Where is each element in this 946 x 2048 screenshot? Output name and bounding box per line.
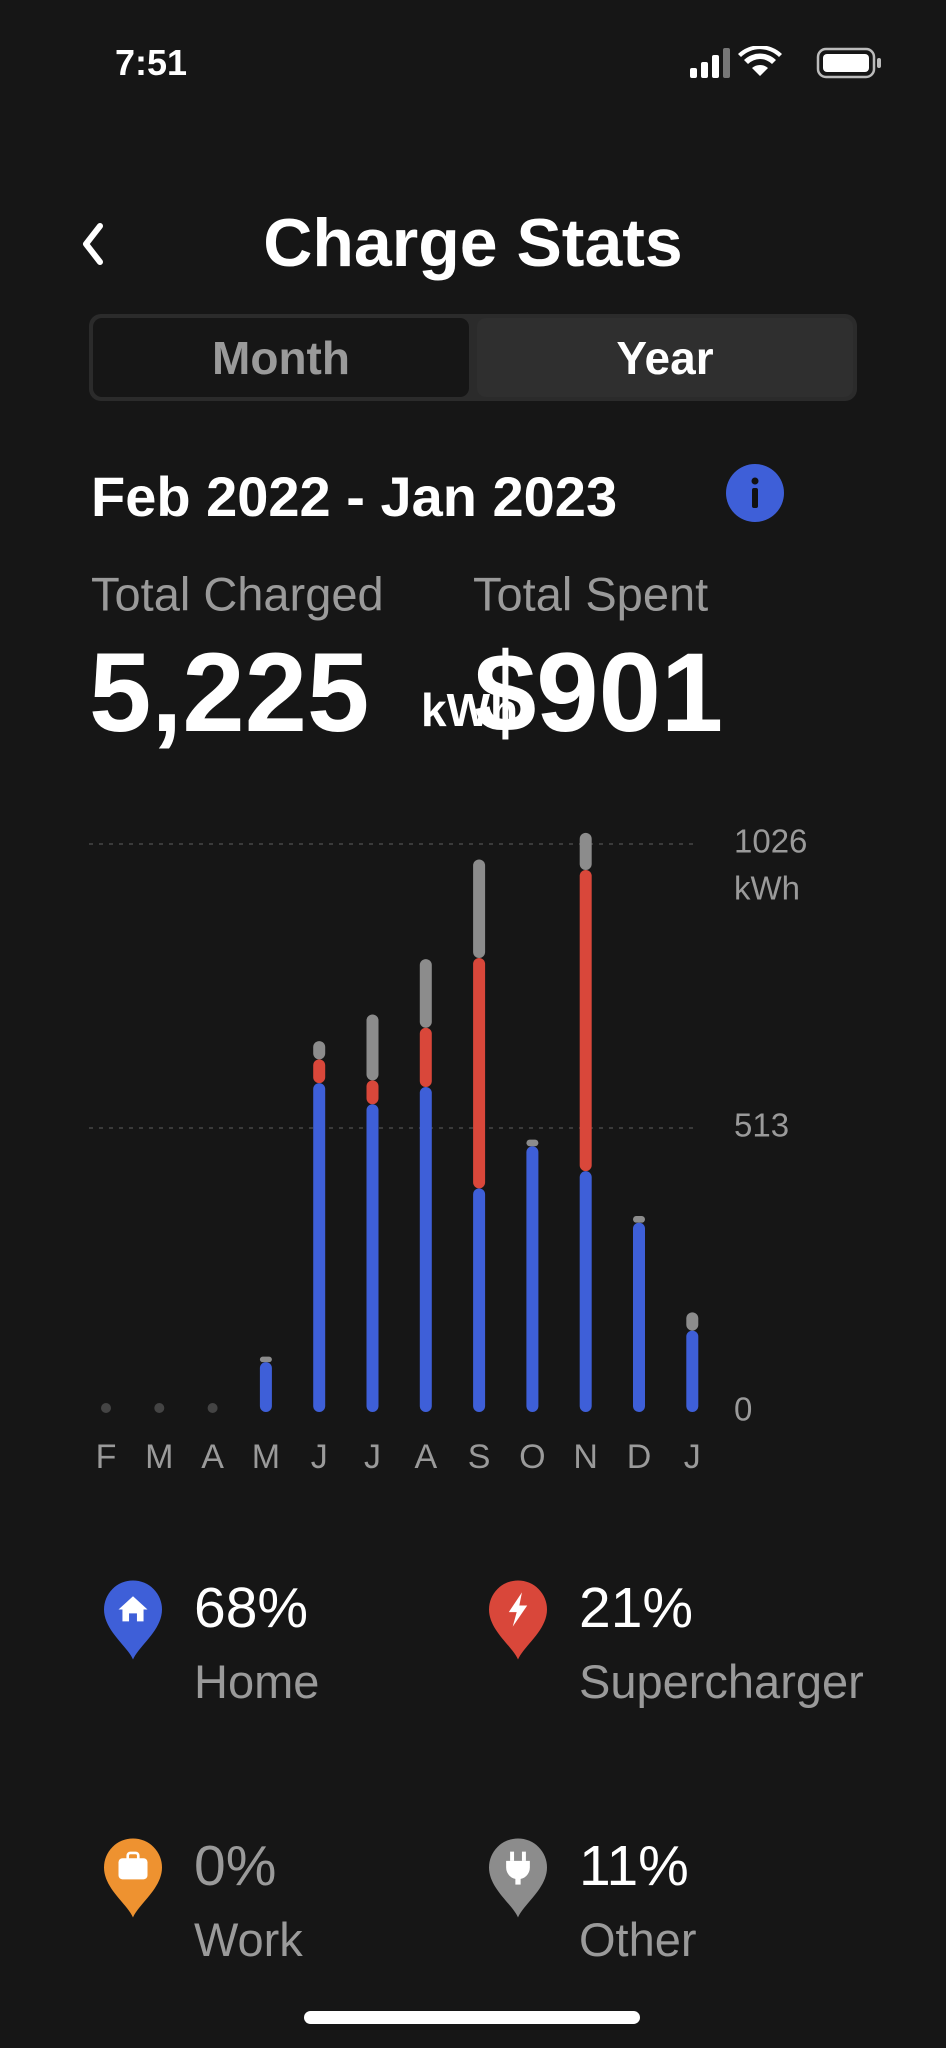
tab[interactable]: Month	[93, 318, 469, 397]
legend-name: Work	[194, 1913, 303, 1966]
legend-pin	[489, 1838, 547, 1918]
bar-segment	[313, 1059, 326, 1084]
x-tick-label: F	[96, 1438, 117, 1476]
tab[interactable]: Year	[477, 318, 853, 397]
bar-segment	[419, 1027, 432, 1088]
bar-segment	[259, 1356, 272, 1363]
bar-segment	[366, 1104, 379, 1412]
bar-segment	[633, 1216, 645, 1223]
legend-pin	[104, 1580, 162, 1660]
total-charged-label: Total Charged	[91, 567, 384, 621]
x-tick-label: A	[414, 1438, 437, 1476]
y-axis-unit: kWh	[734, 870, 800, 907]
bar-segment	[633, 1222, 645, 1412]
x-tick-label: D	[627, 1438, 652, 1476]
x-tick-label: J	[311, 1438, 328, 1476]
empty-dot	[207, 1403, 218, 1413]
pin-shape	[104, 1580, 162, 1660]
x-tick-label: S	[468, 1438, 491, 1476]
x-tick-label: J	[684, 1438, 701, 1476]
x-tick-label: M	[252, 1438, 280, 1476]
legend-pin	[489, 1580, 547, 1660]
legend-percent: 11%	[579, 1834, 689, 1898]
bar-segment	[313, 1041, 326, 1060]
legend-name: Home	[194, 1655, 320, 1708]
home-indicator	[304, 2011, 640, 2024]
legend-pin	[104, 1838, 162, 1918]
status-time: 7:51	[115, 42, 188, 83]
x-tick-label: M	[145, 1438, 173, 1476]
bar-segment	[313, 1083, 326, 1412]
bar-segment	[366, 1014, 379, 1081]
bar-segment	[419, 1087, 432, 1412]
period-tabs: Month Year	[89, 314, 857, 401]
bar-segment	[473, 1188, 486, 1412]
status-icons	[690, 46, 881, 79]
x-tick-label: J	[364, 1438, 381, 1476]
y-tick-label: 1026	[734, 823, 807, 860]
x-tick-label: O	[519, 1438, 545, 1476]
legend-name: Other	[579, 1913, 697, 1966]
legend-percent: 68%	[194, 1576, 309, 1640]
bar-segment	[259, 1362, 272, 1412]
bar-segment	[579, 1171, 592, 1412]
page-title: Charge Stats	[263, 205, 683, 281]
bar-segment	[419, 959, 432, 1028]
empty-dot	[101, 1403, 111, 1413]
bar-segment	[686, 1312, 699, 1331]
bar-segment	[473, 859, 486, 959]
total-spent-label: Total Spent	[473, 567, 709, 621]
total-spent-value: $901	[474, 630, 724, 755]
bar-segment	[473, 958, 486, 1189]
info-button[interactable]	[726, 464, 784, 522]
bar-segment	[579, 870, 592, 1172]
legend-name: Supercharger	[579, 1655, 864, 1708]
bar-segment	[579, 832, 592, 871]
pin-shape	[489, 1580, 547, 1660]
bar-segment	[526, 1139, 539, 1147]
legend-percent: 21%	[579, 1576, 694, 1640]
y-tick-label: 0	[734, 1391, 752, 1428]
back-button[interactable]	[78, 222, 108, 266]
period-range: Feb 2022 - Jan 2023	[91, 465, 618, 528]
bar-segment	[686, 1330, 699, 1412]
y-tick-label: 513	[734, 1107, 789, 1144]
legend-percent: 0%	[194, 1834, 277, 1898]
bar-segment	[526, 1146, 539, 1412]
x-tick-label: A	[201, 1438, 224, 1476]
empty-dot	[154, 1403, 165, 1413]
x-tick-label: N	[573, 1438, 598, 1476]
bar-segment	[366, 1080, 379, 1105]
total-charged-value: 5,225	[89, 630, 370, 755]
total-charged-unit: kWh	[421, 684, 519, 736]
